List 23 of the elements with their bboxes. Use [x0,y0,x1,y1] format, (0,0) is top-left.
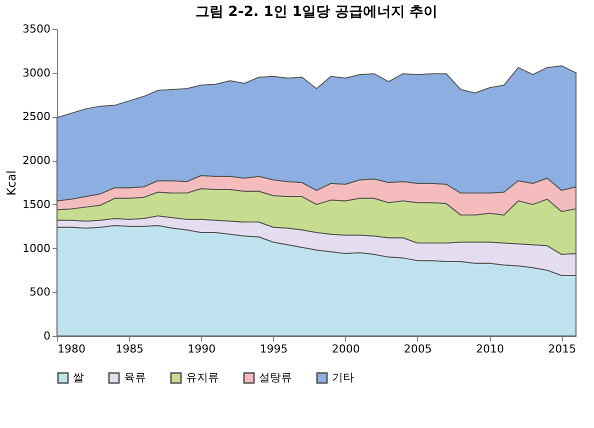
x-tick-label: 1995 [260,342,288,356]
x-tick-label: 2010 [476,342,504,356]
legend-label: 유지류 [186,371,219,384]
y-tick-label: 3500 [22,22,50,36]
y-tick-label: 2500 [22,110,50,124]
legend-label: 육류 [124,371,146,384]
x-tick-label: 2005 [404,342,432,356]
legend-label: 쌀 [73,371,84,384]
x-tick-label: 1990 [188,342,216,356]
y-tick-label: 500 [30,286,50,299]
legend-label: 설탕류 [259,371,292,384]
y-tick-label: 2000 [22,154,50,168]
y-tick-label: 3000 [22,66,50,80]
y-axis-title: Kcal [4,170,19,196]
x-tick-label: 2000 [332,342,360,356]
legend-label: 기타 [332,371,354,384]
y-tick-label: 1500 [22,198,50,211]
y-tick-label: 0 [44,330,50,342]
y-tick-label: 1000 [22,242,50,255]
chart-title: 그림 2-2. 1인 1일당 공급에너지 추이 [195,4,438,20]
x-tick-label: 1980 [58,342,86,356]
x-tick-label: 1985 [116,342,144,356]
x-tick-label: 2015 [548,342,576,356]
